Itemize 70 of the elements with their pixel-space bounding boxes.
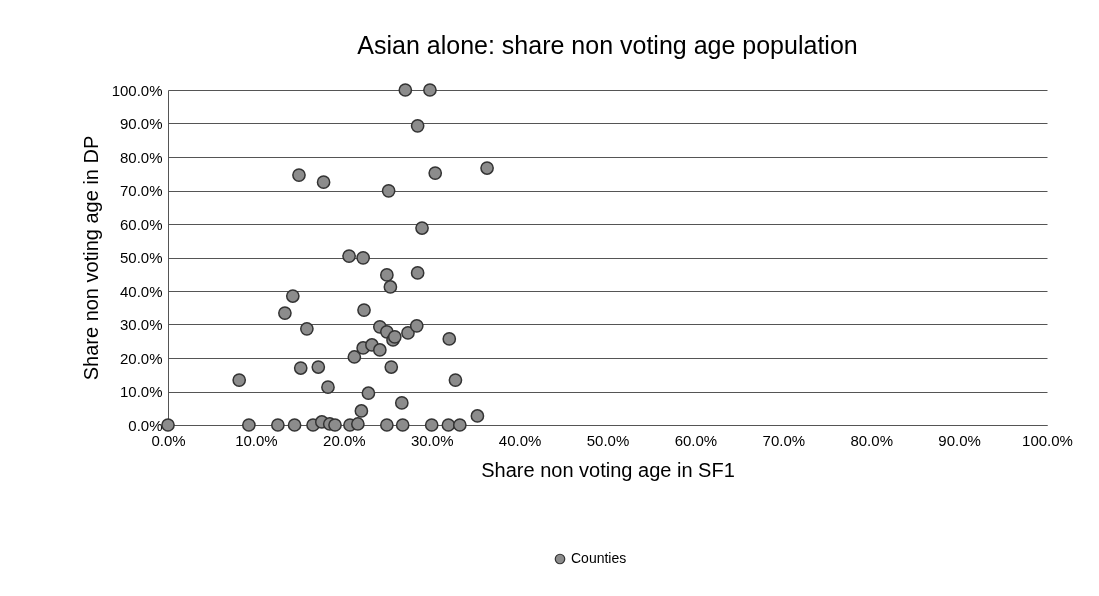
point <box>380 268 394 282</box>
point <box>342 249 356 264</box>
x-tick-label: 40.0% <box>498 431 542 449</box>
point <box>398 83 413 97</box>
x-tick-label: 90.0% <box>938 431 981 449</box>
y-tick-label: 100.0% <box>111 81 163 99</box>
point <box>424 418 439 432</box>
y-tick-label: 10.0% <box>119 383 163 400</box>
point <box>384 360 399 374</box>
x-tick-label: 60.0% <box>674 431 718 449</box>
point <box>452 418 467 432</box>
y-axis-title: Share non voting age in DP <box>79 135 102 381</box>
y-tick-label: 90.0% <box>119 115 163 132</box>
point <box>328 418 342 432</box>
point <box>372 343 387 357</box>
point <box>287 418 302 432</box>
point <box>271 418 285 432</box>
legend-label: Counties <box>571 550 627 566</box>
point <box>356 250 371 265</box>
point <box>415 221 429 235</box>
point <box>423 83 437 97</box>
point <box>381 183 396 198</box>
point <box>285 289 300 303</box>
y-tick-label: 70.0% <box>119 182 163 199</box>
y-tick-label: 20.0% <box>119 349 163 367</box>
point <box>410 118 425 133</box>
point <box>428 166 443 180</box>
point <box>441 418 456 432</box>
point <box>278 306 292 320</box>
point <box>311 360 326 374</box>
x-tick-label: 70.0% <box>762 431 806 449</box>
chart-title: Asian alone: share non voting age population <box>357 30 858 59</box>
point <box>161 418 175 432</box>
x-tick-label: 10.0% <box>235 431 278 449</box>
point <box>300 321 314 336</box>
point <box>321 380 335 395</box>
x-tick-label: 50.0% <box>586 431 630 449</box>
point <box>357 303 371 317</box>
point <box>394 396 409 410</box>
y-tick-label: 50.0% <box>119 249 163 266</box>
y-tick-label: 60.0% <box>119 215 163 233</box>
point <box>241 418 256 432</box>
y-tick-label: 40.0% <box>119 282 163 300</box>
x-tick-label: 0.0% <box>151 431 186 449</box>
point <box>316 175 331 189</box>
point <box>395 418 410 432</box>
x-tick-label: 80.0% <box>850 431 893 449</box>
point <box>401 326 415 340</box>
x-tick-label: 100.0% <box>1022 431 1073 449</box>
x-tick-label: 20.0% <box>323 431 366 449</box>
point <box>383 280 398 294</box>
point <box>442 332 457 346</box>
point <box>480 161 494 175</box>
point <box>470 409 485 423</box>
point <box>380 418 394 432</box>
point <box>448 373 463 387</box>
y-tick-label: 80.0% <box>119 148 163 166</box>
x-axis-title: Share non voting age in SF1 <box>481 458 735 481</box>
point <box>347 350 362 364</box>
point <box>354 404 369 418</box>
point <box>409 318 424 333</box>
y-tick-label: 30.0% <box>119 316 163 333</box>
point <box>293 361 308 375</box>
point <box>361 386 376 401</box>
x-tick-label: 30.0% <box>410 431 454 449</box>
point <box>292 168 306 182</box>
point <box>232 373 247 387</box>
point <box>410 266 425 280</box>
point <box>350 417 365 431</box>
y-tick-label: 0.0% <box>128 416 163 434</box>
